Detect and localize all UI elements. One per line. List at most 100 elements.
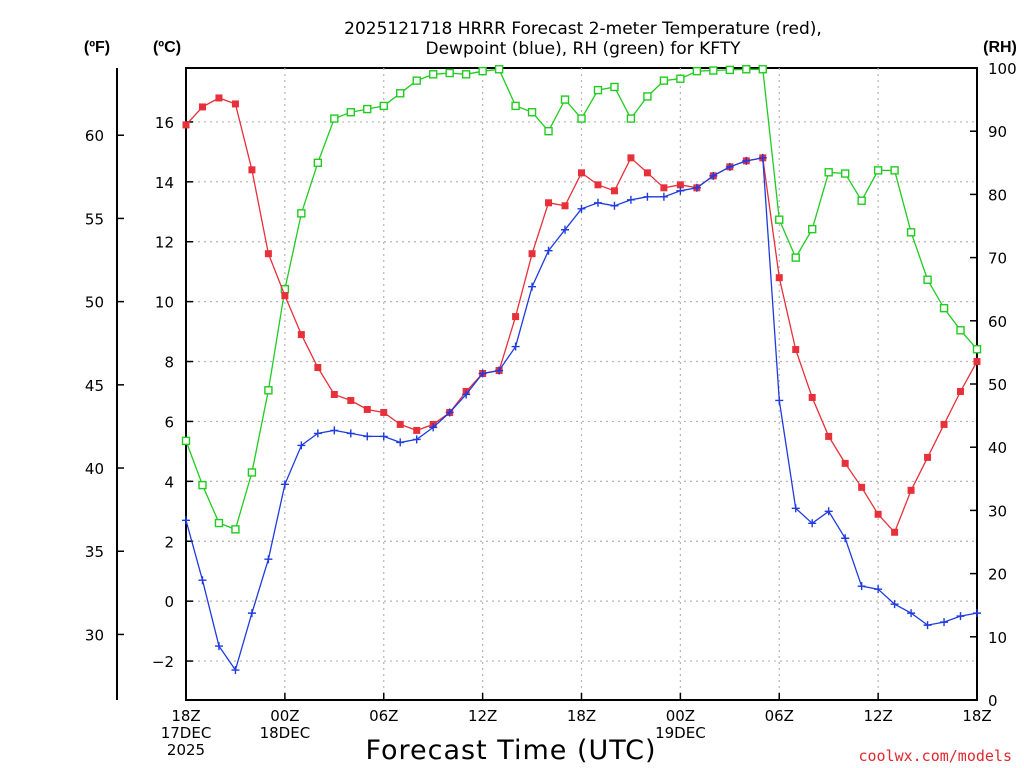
rh-point (593, 85, 603, 95)
rh-point (873, 166, 883, 175)
dewpoint-point (725, 162, 734, 171)
rh-point (676, 74, 685, 83)
temperature-point (578, 169, 585, 177)
dewpoint-point (643, 192, 652, 201)
rh-point (198, 480, 207, 490)
dewpoint-point (593, 198, 602, 207)
dewpoint-point (214, 642, 223, 651)
temperature-point (545, 199, 553, 207)
rh-tick-label: 40 (988, 439, 1007, 457)
rh-point (824, 168, 833, 177)
temperature-point (561, 202, 569, 210)
celsius-tick-label: 8 (164, 354, 174, 372)
celsius-unit-label: (ºC) (153, 39, 181, 56)
temperature-point (281, 292, 289, 300)
temperature-point (808, 393, 816, 401)
temperature-point (610, 187, 618, 195)
chart-title-line-2: Dewpoint (blue), RH (green) for KFTY (426, 39, 742, 59)
temperature-point (924, 453, 932, 461)
x-tick-label: 19DEC (655, 724, 706, 742)
temperature-point (380, 408, 388, 416)
dewpoint-point (956, 612, 965, 621)
grid-lines (186, 68, 977, 700)
rh-point (643, 92, 652, 101)
dewpoint-point (511, 342, 520, 351)
series-group (181, 65, 982, 675)
rh-point (461, 70, 471, 79)
temperature-point (512, 313, 520, 321)
rh-tick-label: 80 (988, 186, 1007, 204)
dewpoint-point (709, 171, 718, 180)
dewpoint-point (940, 618, 949, 627)
temperature-point (627, 154, 635, 162)
dewpoint-point (528, 282, 537, 291)
fahrenheit-tick-label: 45 (85, 377, 104, 395)
celsius-tick-label: 16 (155, 114, 174, 132)
rh-point (445, 68, 454, 78)
rh-point (379, 101, 388, 111)
rh-point (626, 114, 636, 123)
dewpoint-point (874, 585, 883, 594)
rh-point (775, 215, 784, 224)
fahrenheit-tick-label: 35 (85, 543, 104, 561)
x-tick-label: 18Z (567, 707, 596, 725)
x-tick-label: 12Z (468, 707, 497, 725)
temperature-point (792, 346, 800, 354)
rh-point (840, 169, 850, 178)
dewpoint-point (791, 504, 800, 513)
rh-point (742, 65, 751, 74)
temperature-point (248, 166, 256, 174)
celsius-tick-label: 12 (155, 234, 174, 252)
rh-unit-label: (RH) (983, 39, 1017, 56)
x-tick-label: 00Z (270, 707, 299, 725)
rh-point (956, 326, 965, 335)
dewpoint-point (330, 426, 339, 435)
rh-point (560, 95, 570, 104)
dewpoint-point (973, 609, 981, 618)
temperature-point (676, 181, 684, 189)
rh-point (544, 126, 553, 136)
rh-tick-label: 20 (988, 566, 1007, 584)
rh-point (428, 70, 438, 79)
rh-point (890, 166, 899, 175)
rh-tick-label: 60 (988, 313, 1007, 331)
rh-point (214, 518, 224, 528)
temperature-point (528, 250, 536, 258)
dewpoint-point (182, 516, 190, 525)
celsius-tick-label: 6 (164, 413, 174, 431)
celsius-tick-label: −2 (152, 653, 174, 671)
rh-tick-label: 0 (988, 692, 998, 710)
dewpoint-point (742, 156, 751, 165)
temperature-point (825, 432, 833, 440)
rh-point (527, 108, 537, 117)
temperature-point (775, 274, 783, 282)
dewpoint-point (313, 429, 322, 438)
dewpoint-point (412, 435, 421, 444)
temperature-point (660, 184, 668, 192)
temperature-point (297, 331, 305, 339)
rh-point (511, 101, 520, 111)
rh-tick-label: 100 (988, 60, 1017, 78)
temperature-point (264, 250, 272, 258)
rh-point (610, 82, 619, 92)
dewpoint-point (280, 480, 289, 489)
dewpoint-point (659, 192, 668, 201)
credit-label: coolwx.com/models (858, 747, 1012, 765)
temperature-point (396, 420, 404, 428)
rh-point (758, 65, 767, 74)
temperature-point (973, 358, 981, 366)
x-tick-label: 06Z (765, 707, 794, 725)
rh-point (330, 114, 339, 123)
x-tick-label: 12Z (863, 707, 892, 725)
plot-frame-group (185, 67, 978, 701)
dewpoint-point (923, 621, 932, 630)
dewpoint-point (692, 183, 701, 192)
rh-point (972, 345, 982, 354)
fahrenheit-tick-label: 30 (85, 626, 104, 644)
dewpoint-point (907, 609, 916, 618)
celsius-tick-label: 10 (155, 294, 174, 312)
rh-point (923, 275, 932, 284)
rh-point (857, 196, 866, 205)
rh-tick-label: 70 (988, 250, 1007, 268)
